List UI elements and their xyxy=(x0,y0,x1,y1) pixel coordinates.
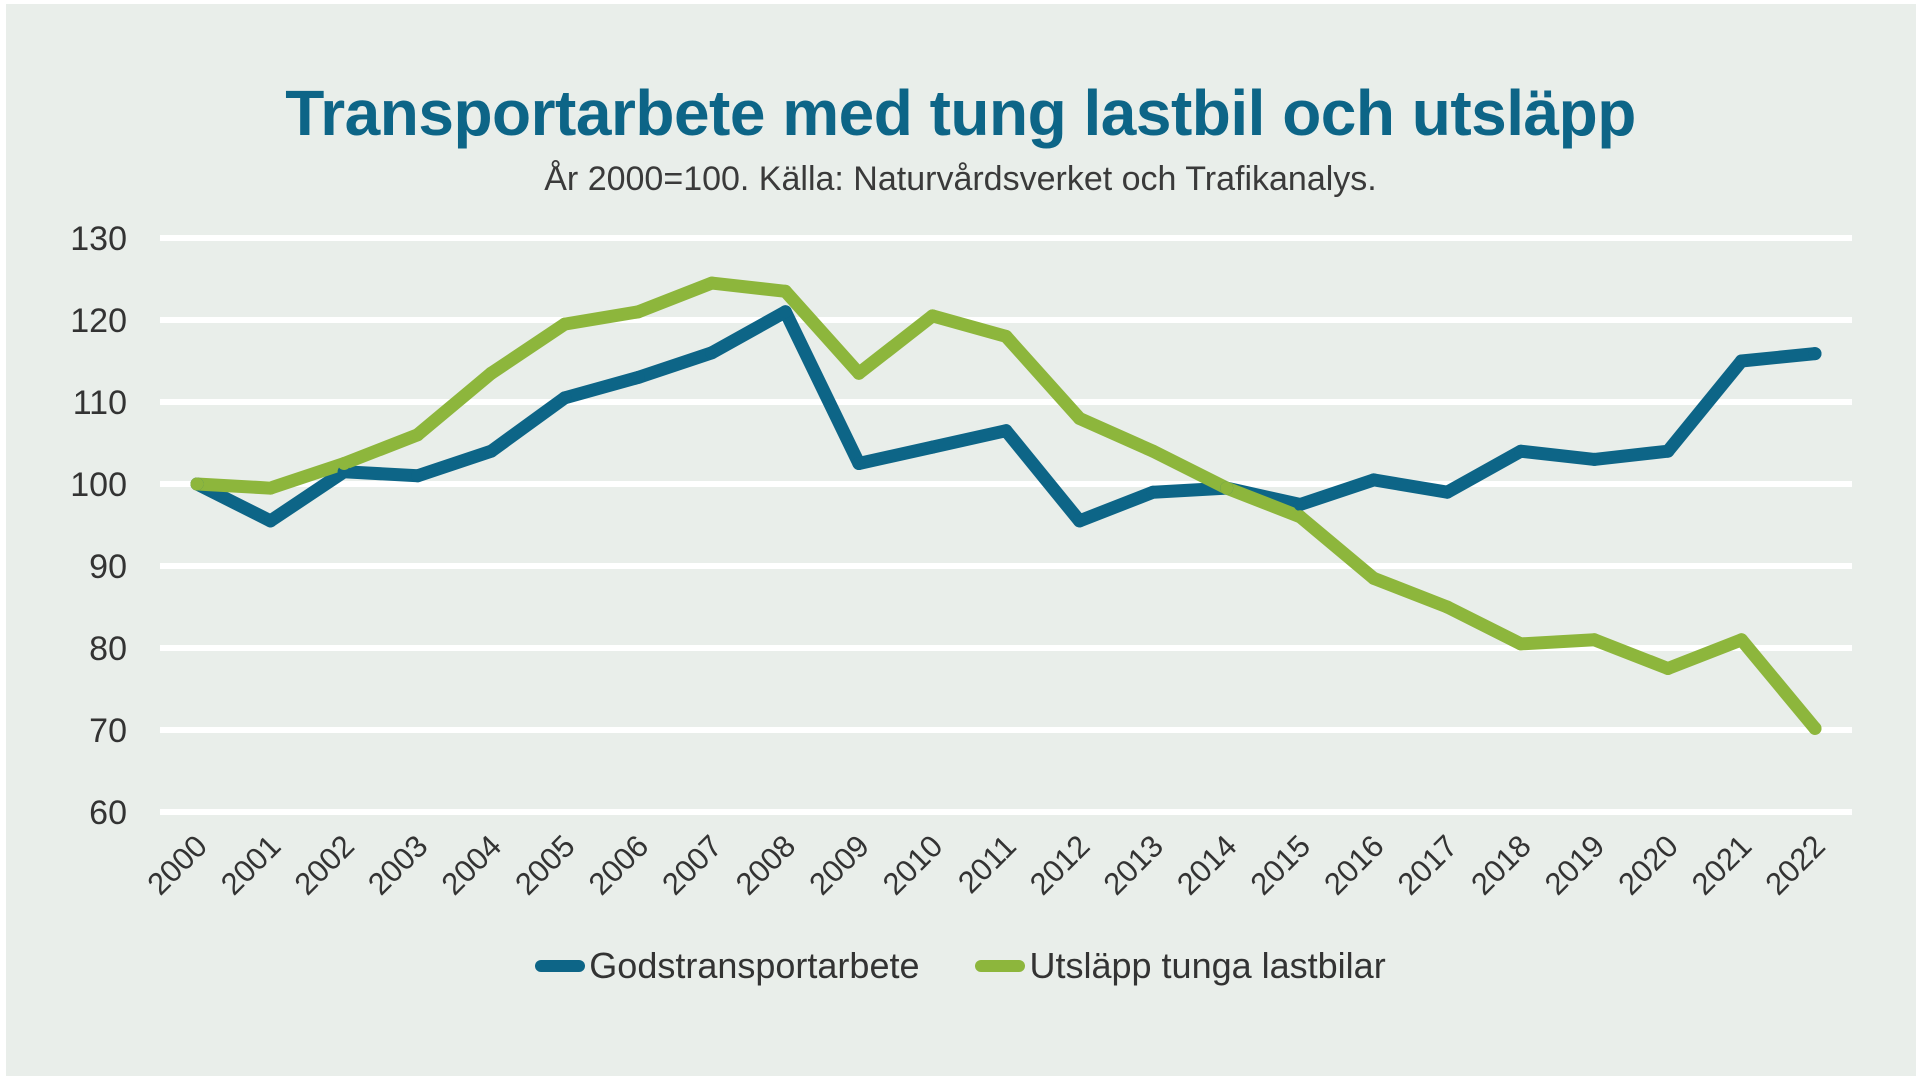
data-point xyxy=(1367,473,1381,487)
data-point xyxy=(1734,633,1748,647)
data-point xyxy=(1661,662,1675,675)
data-point xyxy=(484,444,498,458)
x-tick-label: 2004 xyxy=(435,828,509,902)
y-axis-ticks: 60 70 80 90 100 110 120 130 xyxy=(70,220,127,832)
data-point xyxy=(1661,444,1675,458)
data-point xyxy=(925,309,939,323)
legend: Godstransportarbete Utsläpp tunga lastbi… xyxy=(0,945,1921,987)
legend-label: Utsläpp tunga lastbilar xyxy=(1029,945,1386,986)
x-tick-label: 2003 xyxy=(361,828,435,902)
data-point xyxy=(484,366,498,380)
data-point xyxy=(705,276,719,290)
chart-subtitle: År 2000=100. Källa: Naturvårdsverket och… xyxy=(544,160,1377,198)
x-tick-label: 2018 xyxy=(1464,828,1538,902)
data-point xyxy=(558,391,572,405)
x-tick-label: 2016 xyxy=(1317,828,1391,902)
data-point xyxy=(1146,485,1160,499)
data-point xyxy=(1514,637,1528,651)
data-point xyxy=(411,469,425,483)
legend-swatch-godstransport xyxy=(535,960,586,972)
x-tick-label: 2012 xyxy=(1023,828,1097,902)
data-point xyxy=(1808,347,1822,361)
y-tick-label: 120 xyxy=(70,302,127,340)
series-lines xyxy=(190,276,1822,735)
legend-swatch-utslapp xyxy=(975,960,1026,972)
data-point xyxy=(925,440,939,454)
data-point xyxy=(1587,633,1601,647)
data-point xyxy=(1146,444,1160,458)
x-axis-ticks: 2000 2001 2002 2003 2004 2005 2006 2007 2008 2009… xyxy=(140,828,1832,902)
data-point xyxy=(852,457,866,470)
y-tick-label: 130 xyxy=(70,220,127,258)
data-point xyxy=(999,424,1013,438)
y-tick-label: 100 xyxy=(70,466,127,504)
data-point xyxy=(190,477,204,491)
data-point xyxy=(337,457,351,470)
data-point xyxy=(1440,600,1454,614)
x-tick-label: 2002 xyxy=(288,828,362,902)
legend-label: Godstransportarbete xyxy=(589,945,920,986)
data-point xyxy=(631,370,645,384)
x-tick-label: 2019 xyxy=(1538,828,1612,902)
legend-item-godstransport: Godstransportarbete xyxy=(535,945,919,987)
x-tick-label: 2022 xyxy=(1758,828,1832,902)
x-tick-label: 2005 xyxy=(508,828,582,902)
x-tick-label: 2010 xyxy=(876,828,950,902)
x-tick-label: 2008 xyxy=(729,828,803,902)
x-tick-label: 2006 xyxy=(582,828,656,902)
gridlines xyxy=(160,235,1852,815)
chart-background xyxy=(6,4,1916,1076)
data-point xyxy=(411,428,425,442)
legend-item-utslapp: Utsläpp tunga lastbilar xyxy=(975,945,1386,987)
x-tick-label: 2000 xyxy=(140,828,214,902)
data-point xyxy=(631,305,645,319)
y-tick-label: 80 xyxy=(89,630,127,668)
x-tick-label: 2009 xyxy=(802,828,876,902)
data-point xyxy=(1587,452,1601,466)
x-tick-label: 2014 xyxy=(1170,828,1244,902)
x-tick-label: 2007 xyxy=(655,828,729,902)
x-tick-label: 2021 xyxy=(1685,828,1759,902)
data-point xyxy=(1073,514,1087,528)
data-point xyxy=(264,481,278,495)
data-point xyxy=(558,317,572,331)
data-point xyxy=(1220,481,1234,495)
chart-title: Transportarbete med tung lastbil och uts… xyxy=(285,77,1636,149)
data-point xyxy=(1367,571,1381,585)
data-point xyxy=(1293,498,1307,511)
x-tick-label: 2013 xyxy=(1097,828,1171,902)
data-point xyxy=(1514,444,1528,458)
x-tick-label: 2017 xyxy=(1391,828,1465,902)
data-point xyxy=(852,366,866,380)
data-point xyxy=(999,329,1013,343)
y-tick-label: 60 xyxy=(89,794,127,832)
data-point xyxy=(1073,411,1087,425)
x-tick-label: 2020 xyxy=(1611,828,1685,902)
data-point xyxy=(778,305,792,319)
series-line-utslapp xyxy=(190,276,1822,735)
y-tick-label: 110 xyxy=(73,384,127,422)
data-point xyxy=(1293,510,1307,524)
data-point xyxy=(705,346,719,360)
data-point xyxy=(264,514,278,528)
data-point xyxy=(1440,485,1454,499)
y-tick-label: 70 xyxy=(89,712,127,750)
data-point xyxy=(778,284,792,298)
x-tick-label: 2001 xyxy=(214,828,288,902)
x-tick-label: 2011 xyxy=(951,828,1023,900)
data-point xyxy=(1734,354,1748,368)
data-point xyxy=(1808,721,1822,735)
x-tick-label: 2015 xyxy=(1244,828,1318,902)
y-tick-label: 90 xyxy=(89,548,127,586)
